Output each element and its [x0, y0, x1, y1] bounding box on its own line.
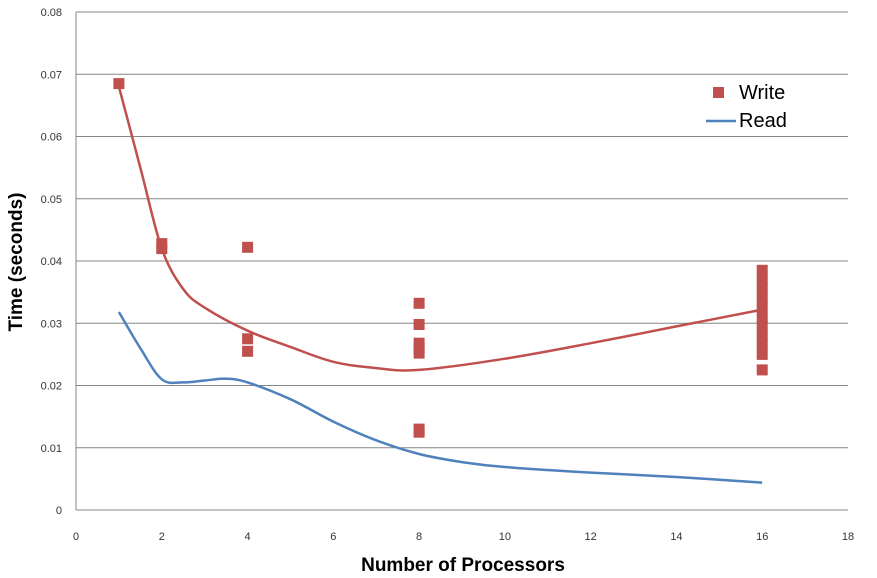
x-axis-title: Number of Processors — [361, 555, 565, 576]
write-data-point — [756, 302, 768, 314]
legend-write-marker — [713, 87, 724, 98]
y-tick-label: 0.01 — [41, 443, 62, 455]
plot-area — [113, 78, 768, 484]
y-axis-title: Time (seconds) — [6, 192, 27, 331]
write-data-point — [242, 241, 254, 253]
write-data-point — [413, 297, 425, 309]
x-tick-label: 0 — [73, 531, 79, 543]
write-data-point — [756, 364, 768, 376]
write-trend-line — [117, 86, 763, 372]
y-tick-label: 0.06 — [41, 132, 62, 144]
write-data-point — [756, 292, 768, 304]
y-tick-label: 0 — [56, 505, 62, 517]
legend-write-label: Write — [739, 82, 785, 104]
x-tick-label: 16 — [756, 531, 768, 543]
write-data-point — [156, 243, 168, 255]
x-tick-labels: 0 2 4 6 8 10 12 14 16 18 — [73, 531, 854, 543]
legend: Write Read — [706, 82, 787, 132]
write-data-point — [756, 311, 768, 323]
y-tick-label: 0.08 — [41, 7, 62, 19]
y-tick-label: 0.05 — [41, 194, 62, 206]
x-tick-label: 6 — [330, 531, 336, 543]
gridlines — [76, 11, 848, 449]
write-data-point — [413, 426, 425, 438]
write-data-point — [756, 330, 768, 342]
x-tick-label: 14 — [670, 531, 682, 543]
write-data-point — [756, 320, 768, 332]
x-tick-label: 12 — [585, 531, 597, 543]
write-data-point — [756, 264, 768, 276]
write-data-point — [113, 78, 125, 90]
write-data-point — [413, 319, 425, 330]
y-tick-label: 0.07 — [41, 69, 62, 81]
write-data-point — [756, 283, 768, 295]
write-data-point — [413, 347, 425, 359]
x-tick-label: 10 — [499, 531, 511, 543]
x-tick-label: 8 — [416, 531, 422, 543]
y-tick-label: 0.02 — [41, 381, 62, 393]
x-tick-label: 4 — [244, 531, 250, 543]
write-data-point — [756, 339, 768, 351]
axes — [75, 12, 848, 511]
legend-read-label: Read — [739, 110, 787, 132]
y-tick-labels: 0 0.01 0.02 0.03 0.04 0.05 0.06 0.07 0.08 — [41, 7, 62, 517]
y-tick-label: 0.03 — [41, 318, 62, 330]
read-series-line — [117, 311, 763, 484]
y-tick-label: 0.04 — [41, 256, 62, 268]
write-data-point — [756, 348, 768, 360]
write-data-point — [242, 333, 254, 345]
write-data-point — [756, 274, 768, 286]
write-data-point — [242, 345, 254, 357]
x-tick-label: 18 — [842, 531, 854, 543]
x-tick-label: 2 — [159, 531, 165, 543]
